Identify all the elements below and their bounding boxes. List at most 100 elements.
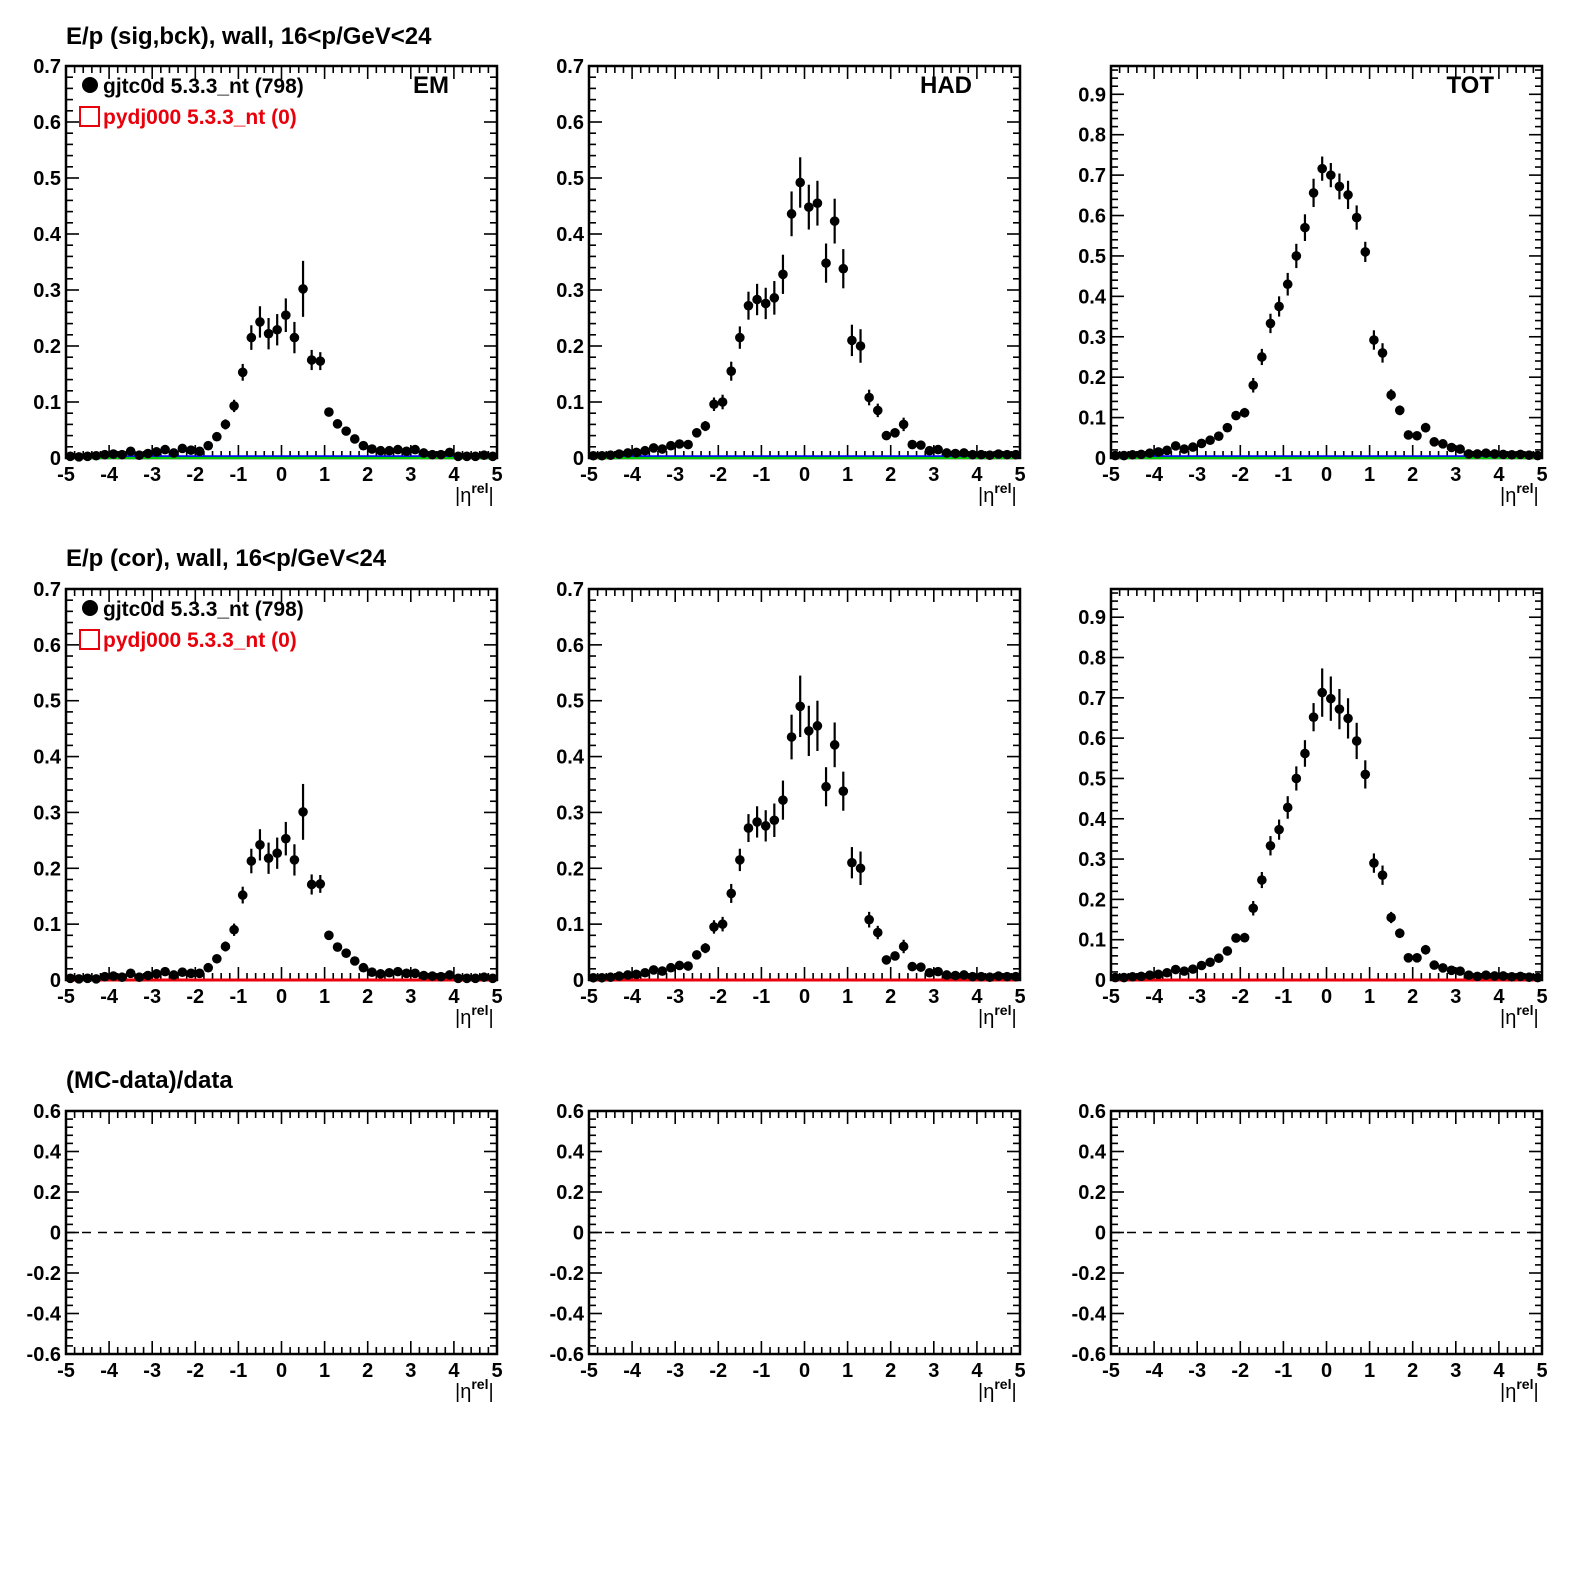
data-point: [1386, 912, 1396, 923]
data-point: [203, 962, 214, 973]
data-point: [177, 443, 188, 454]
legend-marker-data: [82, 600, 98, 616]
data-point: [151, 969, 162, 979]
data-point: [683, 961, 693, 971]
data-point: [272, 324, 282, 335]
data-point: [220, 941, 231, 952]
data-point: [890, 951, 900, 961]
legend-label-data: gjtc0d 5.3.3_nt (798): [103, 598, 304, 621]
data-point: [1446, 965, 1457, 976]
data-point: [151, 447, 162, 457]
legend-marker-mc: [79, 629, 100, 650]
x-tick-label: -3: [666, 464, 684, 486]
y-tick-label: 0: [50, 970, 61, 992]
data-point: [1317, 687, 1327, 698]
x-tick-label: 0: [276, 464, 287, 486]
data-point: [752, 294, 762, 305]
data-point: [108, 971, 119, 981]
data-point: [735, 332, 745, 343]
y-tick-label: 0.2: [1078, 889, 1106, 911]
y-tick-label: 0.5: [33, 691, 61, 713]
chart-panel-4: -5 -4 -3 -2 -1 0 1 2 3 4 5 0 0.1 0.2 0.3 0.4 0.5 0.6 0.7 |η…: [33, 579, 502, 1029]
y-tick-label: 0: [50, 1223, 61, 1245]
data-point: [186, 445, 196, 455]
data-point: [1231, 933, 1241, 943]
data-point: [666, 440, 676, 451]
y-tick-label: 0.3: [1078, 327, 1106, 349]
data-point: [717, 397, 728, 407]
data-point: [864, 914, 874, 925]
row-title-top: E/p (sig,bck), wall, 16<p/GeV<24: [66, 23, 432, 50]
x-tick-label: -5: [1102, 986, 1120, 1008]
x-tick-label: -2: [186, 464, 204, 486]
data-point: [1002, 449, 1012, 460]
data-point: [453, 973, 464, 984]
row-title-bottom: (MC-data)/data: [66, 1067, 233, 1094]
data-point: [1110, 972, 1121, 983]
data-point: [393, 444, 403, 455]
x-tick-label: -3: [143, 464, 161, 486]
data-point: [212, 431, 222, 442]
x-tick-label: -5: [57, 464, 75, 486]
data-point: [1291, 251, 1302, 261]
y-tick-label: 0.1: [556, 392, 584, 414]
x-tick-label: 5: [491, 986, 502, 1008]
data-point: [1481, 448, 1491, 458]
data-point: [1351, 212, 1362, 223]
data-point: [898, 941, 909, 952]
data-point: [324, 930, 334, 941]
data-point: [1394, 928, 1405, 939]
data-point: [993, 971, 1004, 981]
y-tick-label: 0.2: [33, 336, 61, 358]
data-point: [212, 953, 222, 964]
data-point: [760, 298, 771, 309]
data-point: [804, 726, 814, 736]
legend-marker-mc: [79, 106, 100, 127]
x-tick-label: 2: [885, 986, 896, 1008]
data-point: [622, 448, 633, 458]
data-point: [367, 444, 377, 454]
x-axis-title: |ηrel|: [1500, 1376, 1539, 1403]
data-point: [125, 446, 136, 457]
data-point: [709, 922, 719, 932]
data-point: [648, 965, 659, 975]
y-tick-label: 0.4: [1078, 1142, 1107, 1164]
x-tick-label: 0: [799, 1360, 810, 1382]
data-point: [666, 962, 676, 973]
data-point: [384, 967, 395, 978]
data-point: [1231, 410, 1241, 421]
data-point: [1463, 970, 1474, 980]
panel-label: HAD: [920, 72, 972, 99]
x-tick-label: -1: [230, 464, 248, 486]
data-point: [778, 795, 788, 805]
chart-panel-7: -5 -4 -3 -2 -1 0 1 2 3 4 5 -0.6 -0.4 -0.2 0 0.2 0.4 0.6 |η…: [27, 1101, 503, 1403]
data-point: [281, 310, 291, 321]
data-point: [281, 833, 291, 844]
data-point: [821, 258, 831, 268]
data-point: [1455, 966, 1465, 976]
data-point: [786, 209, 797, 219]
y-tick-label: 0: [1095, 970, 1106, 992]
data-point: [1282, 802, 1293, 813]
data-point: [470, 451, 481, 462]
x-tick-label: -4: [100, 1360, 119, 1382]
data-point: [289, 855, 300, 865]
x-tick-label: 5: [1014, 1360, 1025, 1382]
data-point: [674, 960, 685, 971]
data-point: [1429, 437, 1440, 447]
data-point: [1274, 301, 1284, 312]
x-axis-title: |ηrel|: [1500, 1002, 1539, 1029]
data-point: [812, 721, 823, 731]
data-point: [1248, 380, 1259, 391]
data-point: [487, 451, 498, 462]
data-point: [444, 970, 455, 980]
data-point: [341, 426, 351, 436]
data-point: [237, 367, 248, 378]
x-tick-label: -2: [1231, 1360, 1249, 1382]
data-point: [1412, 953, 1422, 963]
data-point: [1274, 824, 1284, 835]
data-point: [752, 817, 762, 827]
data-point: [418, 970, 429, 981]
